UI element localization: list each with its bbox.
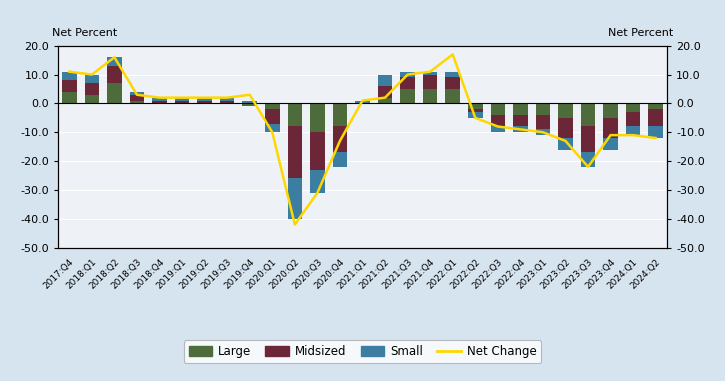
Bar [310,170,325,193]
Bar [265,123,280,132]
Bar [445,72,460,77]
Bar [603,118,618,138]
Bar [468,112,483,118]
Bar [558,118,573,138]
Bar [423,89,437,103]
Bar [558,138,573,150]
Bar [130,101,144,103]
Bar [648,109,663,126]
Bar [220,101,234,103]
Bar [85,75,99,83]
Bar [648,103,663,109]
Bar [197,101,212,103]
Bar [491,115,505,126]
Bar [175,101,189,103]
Bar [648,126,663,138]
Bar [107,83,122,103]
Bar [85,95,99,103]
Bar [513,115,528,126]
Bar [62,80,77,92]
Bar [62,72,77,80]
Bar [220,98,234,101]
Bar [333,103,347,126]
Bar [265,103,280,109]
Bar [400,77,415,89]
Bar [400,72,415,77]
Bar [468,109,483,112]
Bar [603,138,618,150]
Bar [175,98,189,101]
Bar [468,103,483,109]
Bar [265,109,280,123]
Bar [130,92,144,95]
Bar [85,83,99,95]
Bar [333,126,347,152]
Bar [62,92,77,103]
Bar [197,98,212,101]
Legend: Large, Midsized, Small, Net Change: Large, Midsized, Small, Net Change [184,341,541,363]
Bar [400,89,415,103]
Bar [242,101,257,103]
Bar [581,126,595,152]
Bar [536,115,550,130]
Bar [423,75,437,89]
Bar [152,98,167,101]
Bar [423,72,437,75]
Bar [536,103,550,115]
Bar [581,103,595,126]
Bar [445,89,460,103]
Text: Net Percent: Net Percent [52,28,117,38]
Bar [107,57,122,66]
Text: Net Percent: Net Percent [608,28,673,38]
Bar [107,66,122,83]
Bar [378,98,392,103]
Bar [626,126,640,135]
Bar [603,103,618,118]
Bar [288,178,302,219]
Bar [626,112,640,126]
Bar [378,86,392,98]
Bar [491,103,505,115]
Bar [130,95,144,101]
Bar [513,103,528,115]
Bar [445,77,460,89]
Bar [310,103,325,132]
Bar [288,103,302,126]
Bar [536,130,550,135]
Bar [558,103,573,118]
Bar [288,126,302,178]
Bar [378,75,392,86]
Bar [333,152,347,167]
Bar [355,101,370,103]
Bar [310,132,325,170]
Bar [513,126,528,132]
Bar [581,152,595,167]
Bar [626,103,640,112]
Bar [491,126,505,132]
Bar [152,101,167,103]
Bar [242,103,257,106]
